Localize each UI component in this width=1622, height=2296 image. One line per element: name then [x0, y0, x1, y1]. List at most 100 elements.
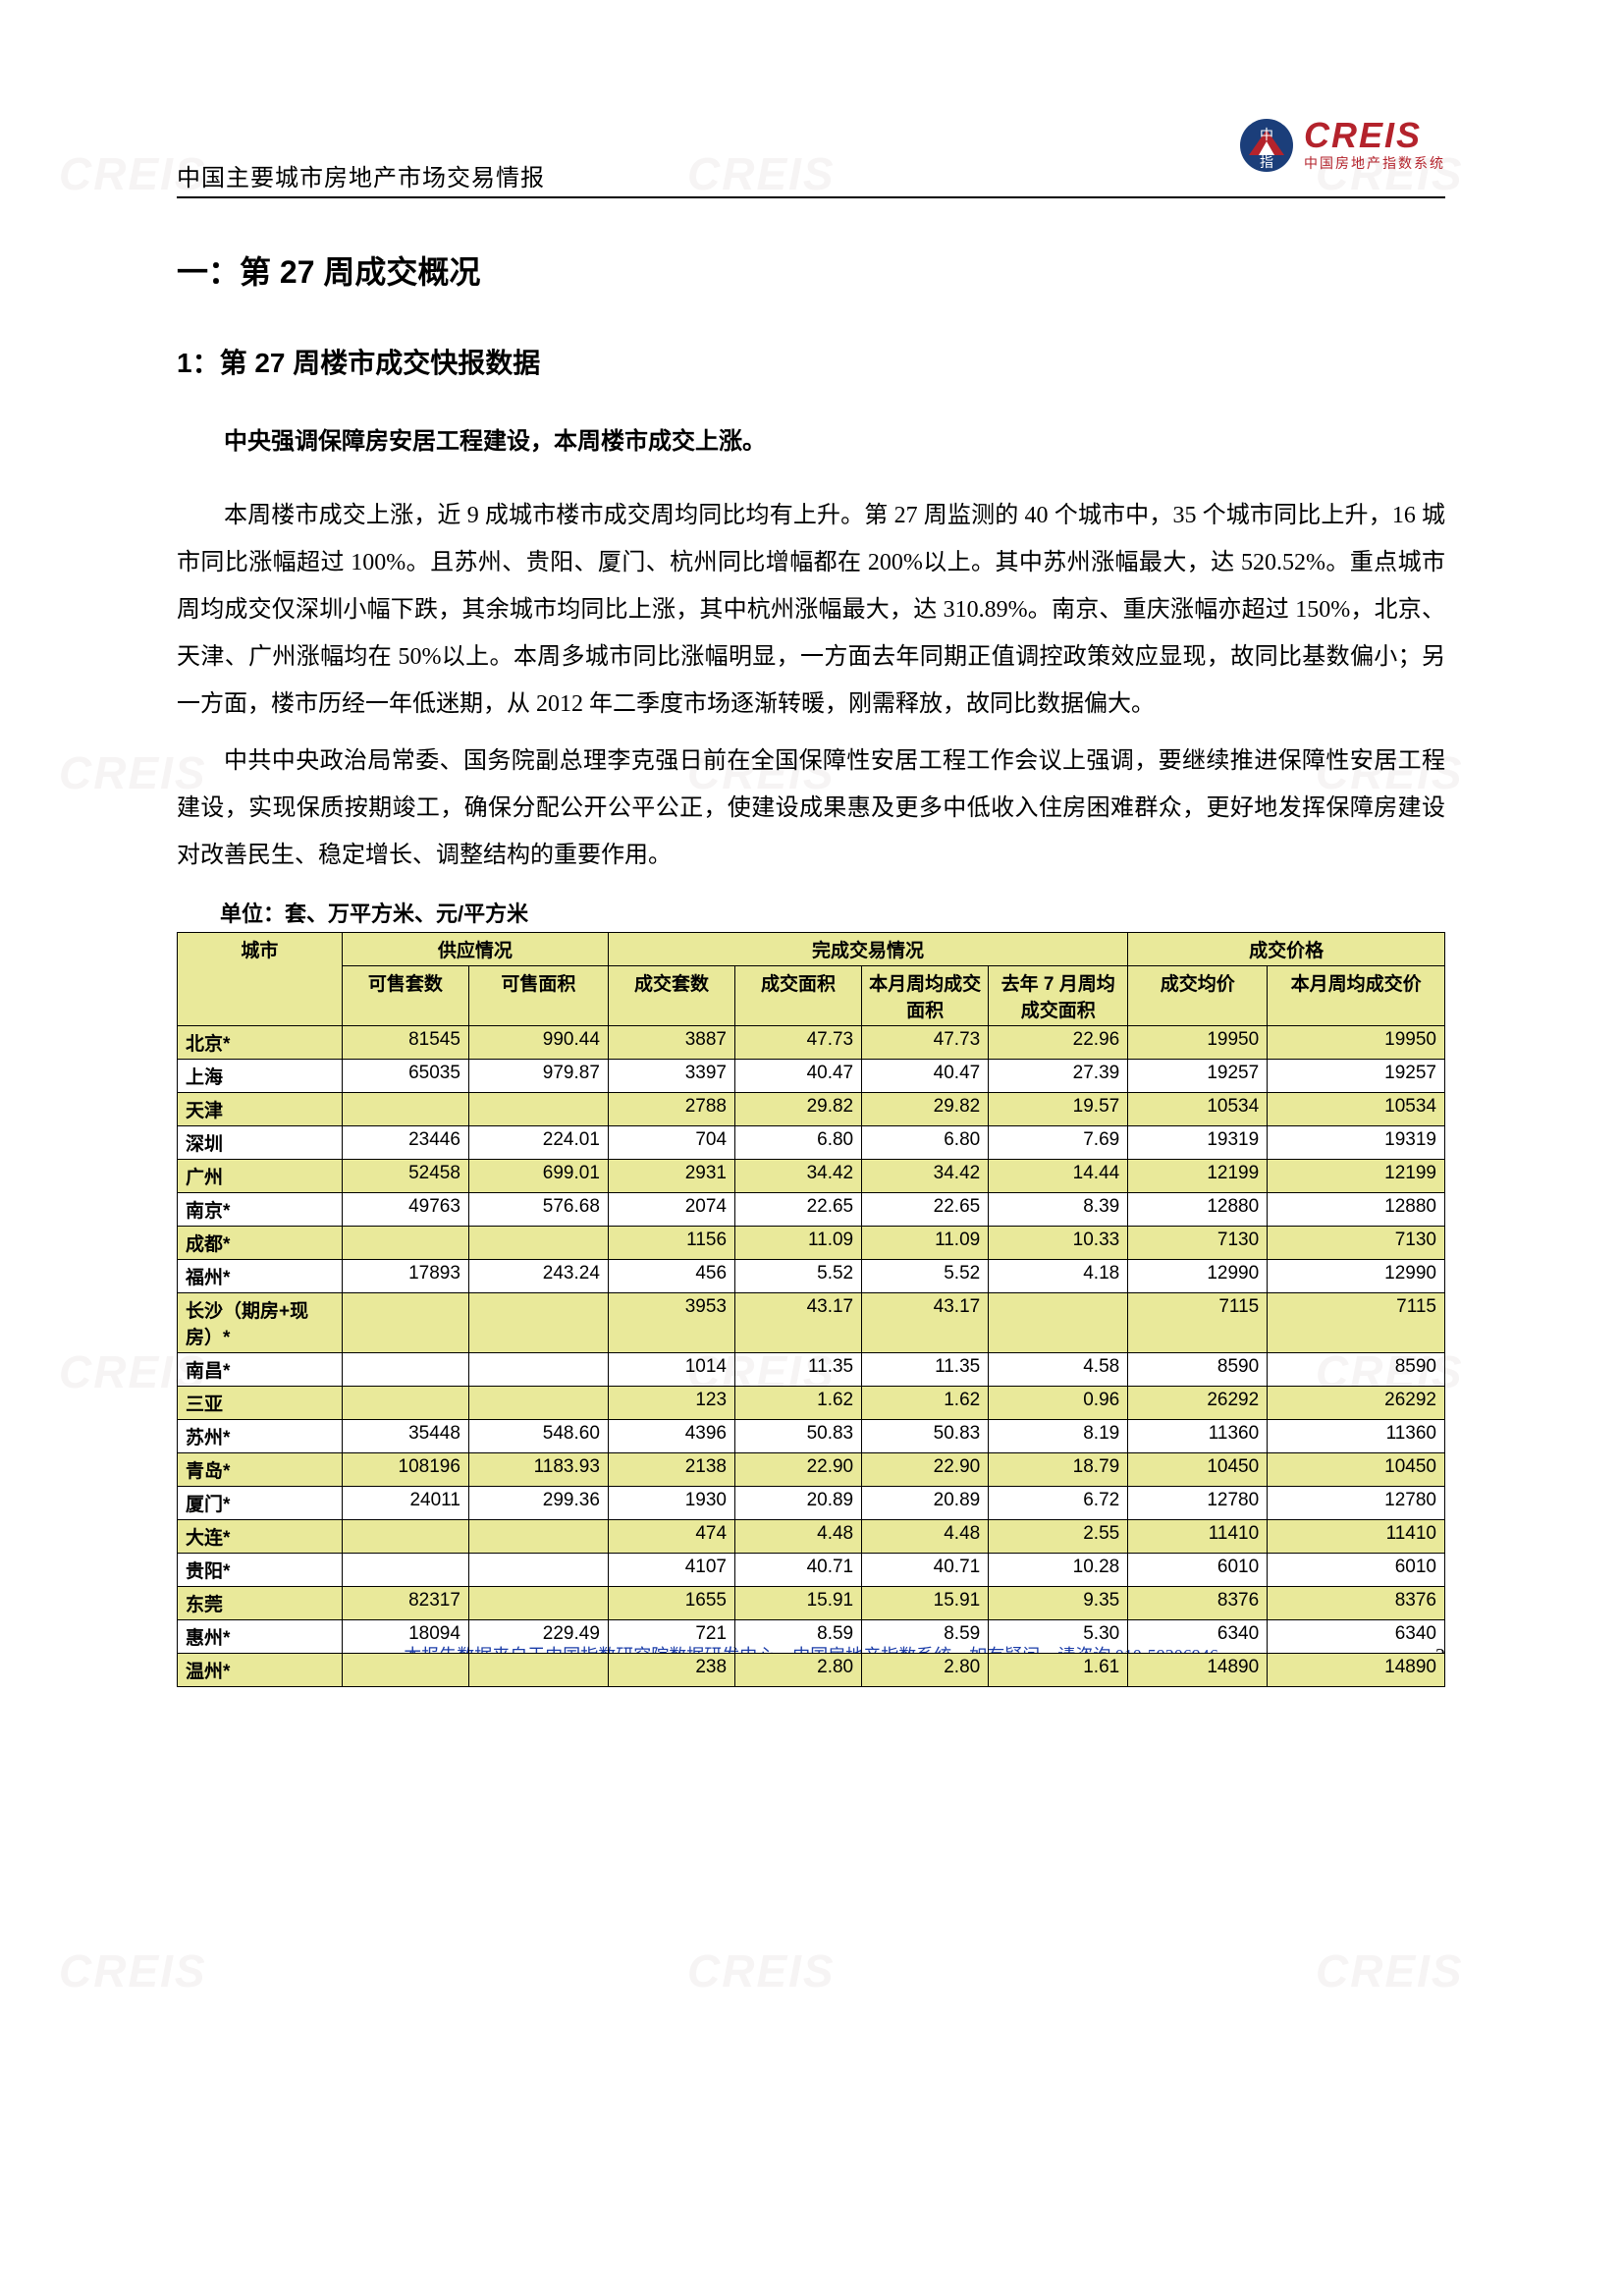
cell-value: 721	[608, 1620, 734, 1654]
cell-value: 1156	[608, 1227, 734, 1260]
cell-value: 43.17	[735, 1293, 862, 1353]
unit-line: 单位：套、万平方米、元/平方米	[177, 897, 1445, 928]
cell-value: 43.17	[862, 1293, 989, 1353]
cell-value: 22.96	[989, 1026, 1128, 1060]
heading-2: 1：第 27 周楼市成交快报数据	[177, 342, 1445, 381]
cell-value: 8590	[1128, 1353, 1268, 1387]
logo-main-text: CREIS	[1304, 118, 1445, 153]
cell-value: 18094	[342, 1620, 468, 1654]
cell-value: 14890	[1268, 1654, 1445, 1687]
cell-value: 3887	[608, 1026, 734, 1060]
cell-value: 12780	[1268, 1487, 1445, 1520]
cell-city: 成都*	[178, 1227, 343, 1260]
cell-value: 6.72	[989, 1487, 1128, 1520]
cell-value: 11.09	[735, 1227, 862, 1260]
cell-value: 12880	[1268, 1193, 1445, 1227]
cell-value	[342, 1387, 468, 1420]
cell-value: 26292	[1128, 1387, 1268, 1420]
cell-value: 29.82	[735, 1093, 862, 1126]
cell-value: 49763	[342, 1193, 468, 1227]
cell-value	[342, 1654, 468, 1687]
logo-sub-text: 中国房地产指数系统	[1304, 153, 1445, 173]
cell-value	[342, 1554, 468, 1587]
svg-text:指: 指	[1260, 155, 1273, 171]
th-sub-6: 成交均价	[1128, 966, 1268, 1026]
table-row: 南昌*101411.3511.354.5885908590	[178, 1353, 1445, 1387]
cell-value: 4.58	[989, 1353, 1128, 1387]
cell-value: 47.73	[862, 1026, 989, 1060]
cell-value: 2074	[608, 1193, 734, 1227]
th-sub-2: 成交套数	[608, 966, 734, 1026]
cell-value: 2788	[608, 1093, 734, 1126]
cell-value: 6010	[1268, 1554, 1445, 1587]
th-sub-4: 本月周均成交面积	[862, 966, 989, 1026]
cell-value: 20.89	[862, 1487, 989, 1520]
table-row: 福州*17893243.244565.525.524.181299012990	[178, 1260, 1445, 1293]
cell-value: 224.01	[468, 1126, 608, 1160]
cell-value: 979.87	[468, 1060, 608, 1093]
cell-value: 15.91	[862, 1587, 989, 1620]
cell-value: 82317	[342, 1587, 468, 1620]
paragraph-1: 本周楼市成交上涨，近 9 成城市楼市成交周均同比均有上升。第 27 周监测的 4…	[177, 492, 1445, 728]
cell-value: 5.30	[989, 1620, 1128, 1654]
cell-value: 50.83	[862, 1420, 989, 1453]
cell-city: 深圳	[178, 1126, 343, 1160]
table-row: 广州52458699.01293134.4234.4214.4412199121…	[178, 1160, 1445, 1193]
table-row: 成都*115611.0911.0910.3371307130	[178, 1227, 1445, 1260]
cell-value	[468, 1353, 608, 1387]
cell-city: 三亚	[178, 1387, 343, 1420]
cell-value: 8590	[1268, 1353, 1445, 1387]
cell-value: 12990	[1268, 1260, 1445, 1293]
cell-value: 2.80	[735, 1654, 862, 1687]
cell-value: 123	[608, 1387, 734, 1420]
cell-value: 2138	[608, 1453, 734, 1487]
cell-value: 40.71	[862, 1554, 989, 1587]
table-row: 厦门*24011299.36193020.8920.896.7212780127…	[178, 1487, 1445, 1520]
cell-value: 15.91	[735, 1587, 862, 1620]
cell-value: 2.55	[989, 1520, 1128, 1554]
cell-city: 东莞	[178, 1587, 343, 1620]
cell-value: 20.89	[735, 1487, 862, 1520]
cell-value: 19319	[1268, 1126, 1445, 1160]
cell-city: 长沙（期房+现房）*	[178, 1293, 343, 1353]
cell-value: 548.60	[468, 1420, 608, 1453]
cell-value: 40.47	[735, 1060, 862, 1093]
lead-paragraph: 中央强调保障房安居工程建设，本周楼市成交上涨。	[177, 420, 1445, 463]
cell-city: 北京*	[178, 1026, 343, 1060]
table-row: 北京*81545990.44388747.7347.7322.961995019…	[178, 1026, 1445, 1060]
cell-value: 7115	[1128, 1293, 1268, 1353]
cell-value: 5.52	[735, 1260, 862, 1293]
cell-value: 4.48	[862, 1520, 989, 1554]
cell-value: 11410	[1268, 1520, 1445, 1554]
cell-value: 7115	[1268, 1293, 1445, 1353]
cell-value	[468, 1654, 608, 1687]
cell-value: 474	[608, 1520, 734, 1554]
cell-value: 12880	[1128, 1193, 1268, 1227]
cell-value: 8376	[1128, 1587, 1268, 1620]
table-row: 上海65035979.87339740.4740.4727.3919257192…	[178, 1060, 1445, 1093]
cell-city: 天津	[178, 1093, 343, 1126]
cell-value: 2931	[608, 1160, 734, 1193]
cell-value	[468, 1293, 608, 1353]
cell-value	[342, 1293, 468, 1353]
cell-value	[342, 1093, 468, 1126]
cell-value: 19.57	[989, 1093, 1128, 1126]
cell-value: 22.65	[735, 1193, 862, 1227]
cell-value: 11.35	[735, 1353, 862, 1387]
cell-value: 11360	[1128, 1420, 1268, 1453]
cell-value: 40.47	[862, 1060, 989, 1093]
table-row: 长沙（期房+现房）*395343.1743.1771157115	[178, 1293, 1445, 1353]
cell-value: 10534	[1128, 1093, 1268, 1126]
cell-value: 990.44	[468, 1026, 608, 1060]
cell-value: 10534	[1268, 1093, 1445, 1126]
cell-value	[342, 1353, 468, 1387]
cell-value: 6010	[1128, 1554, 1268, 1587]
cell-value: 12199	[1128, 1160, 1268, 1193]
watermark: CREIS	[687, 1944, 836, 1997]
cell-value	[468, 1587, 608, 1620]
paragraph-2: 中共中央政治局常委、国务院副总理李克强日前在全国保障性安居工程工作会议上强调，要…	[177, 738, 1445, 879]
cell-value	[468, 1520, 608, 1554]
cell-city: 苏州*	[178, 1420, 343, 1453]
cell-value: 34.42	[862, 1160, 989, 1193]
table-row: 三亚1231.621.620.962629226292	[178, 1387, 1445, 1420]
